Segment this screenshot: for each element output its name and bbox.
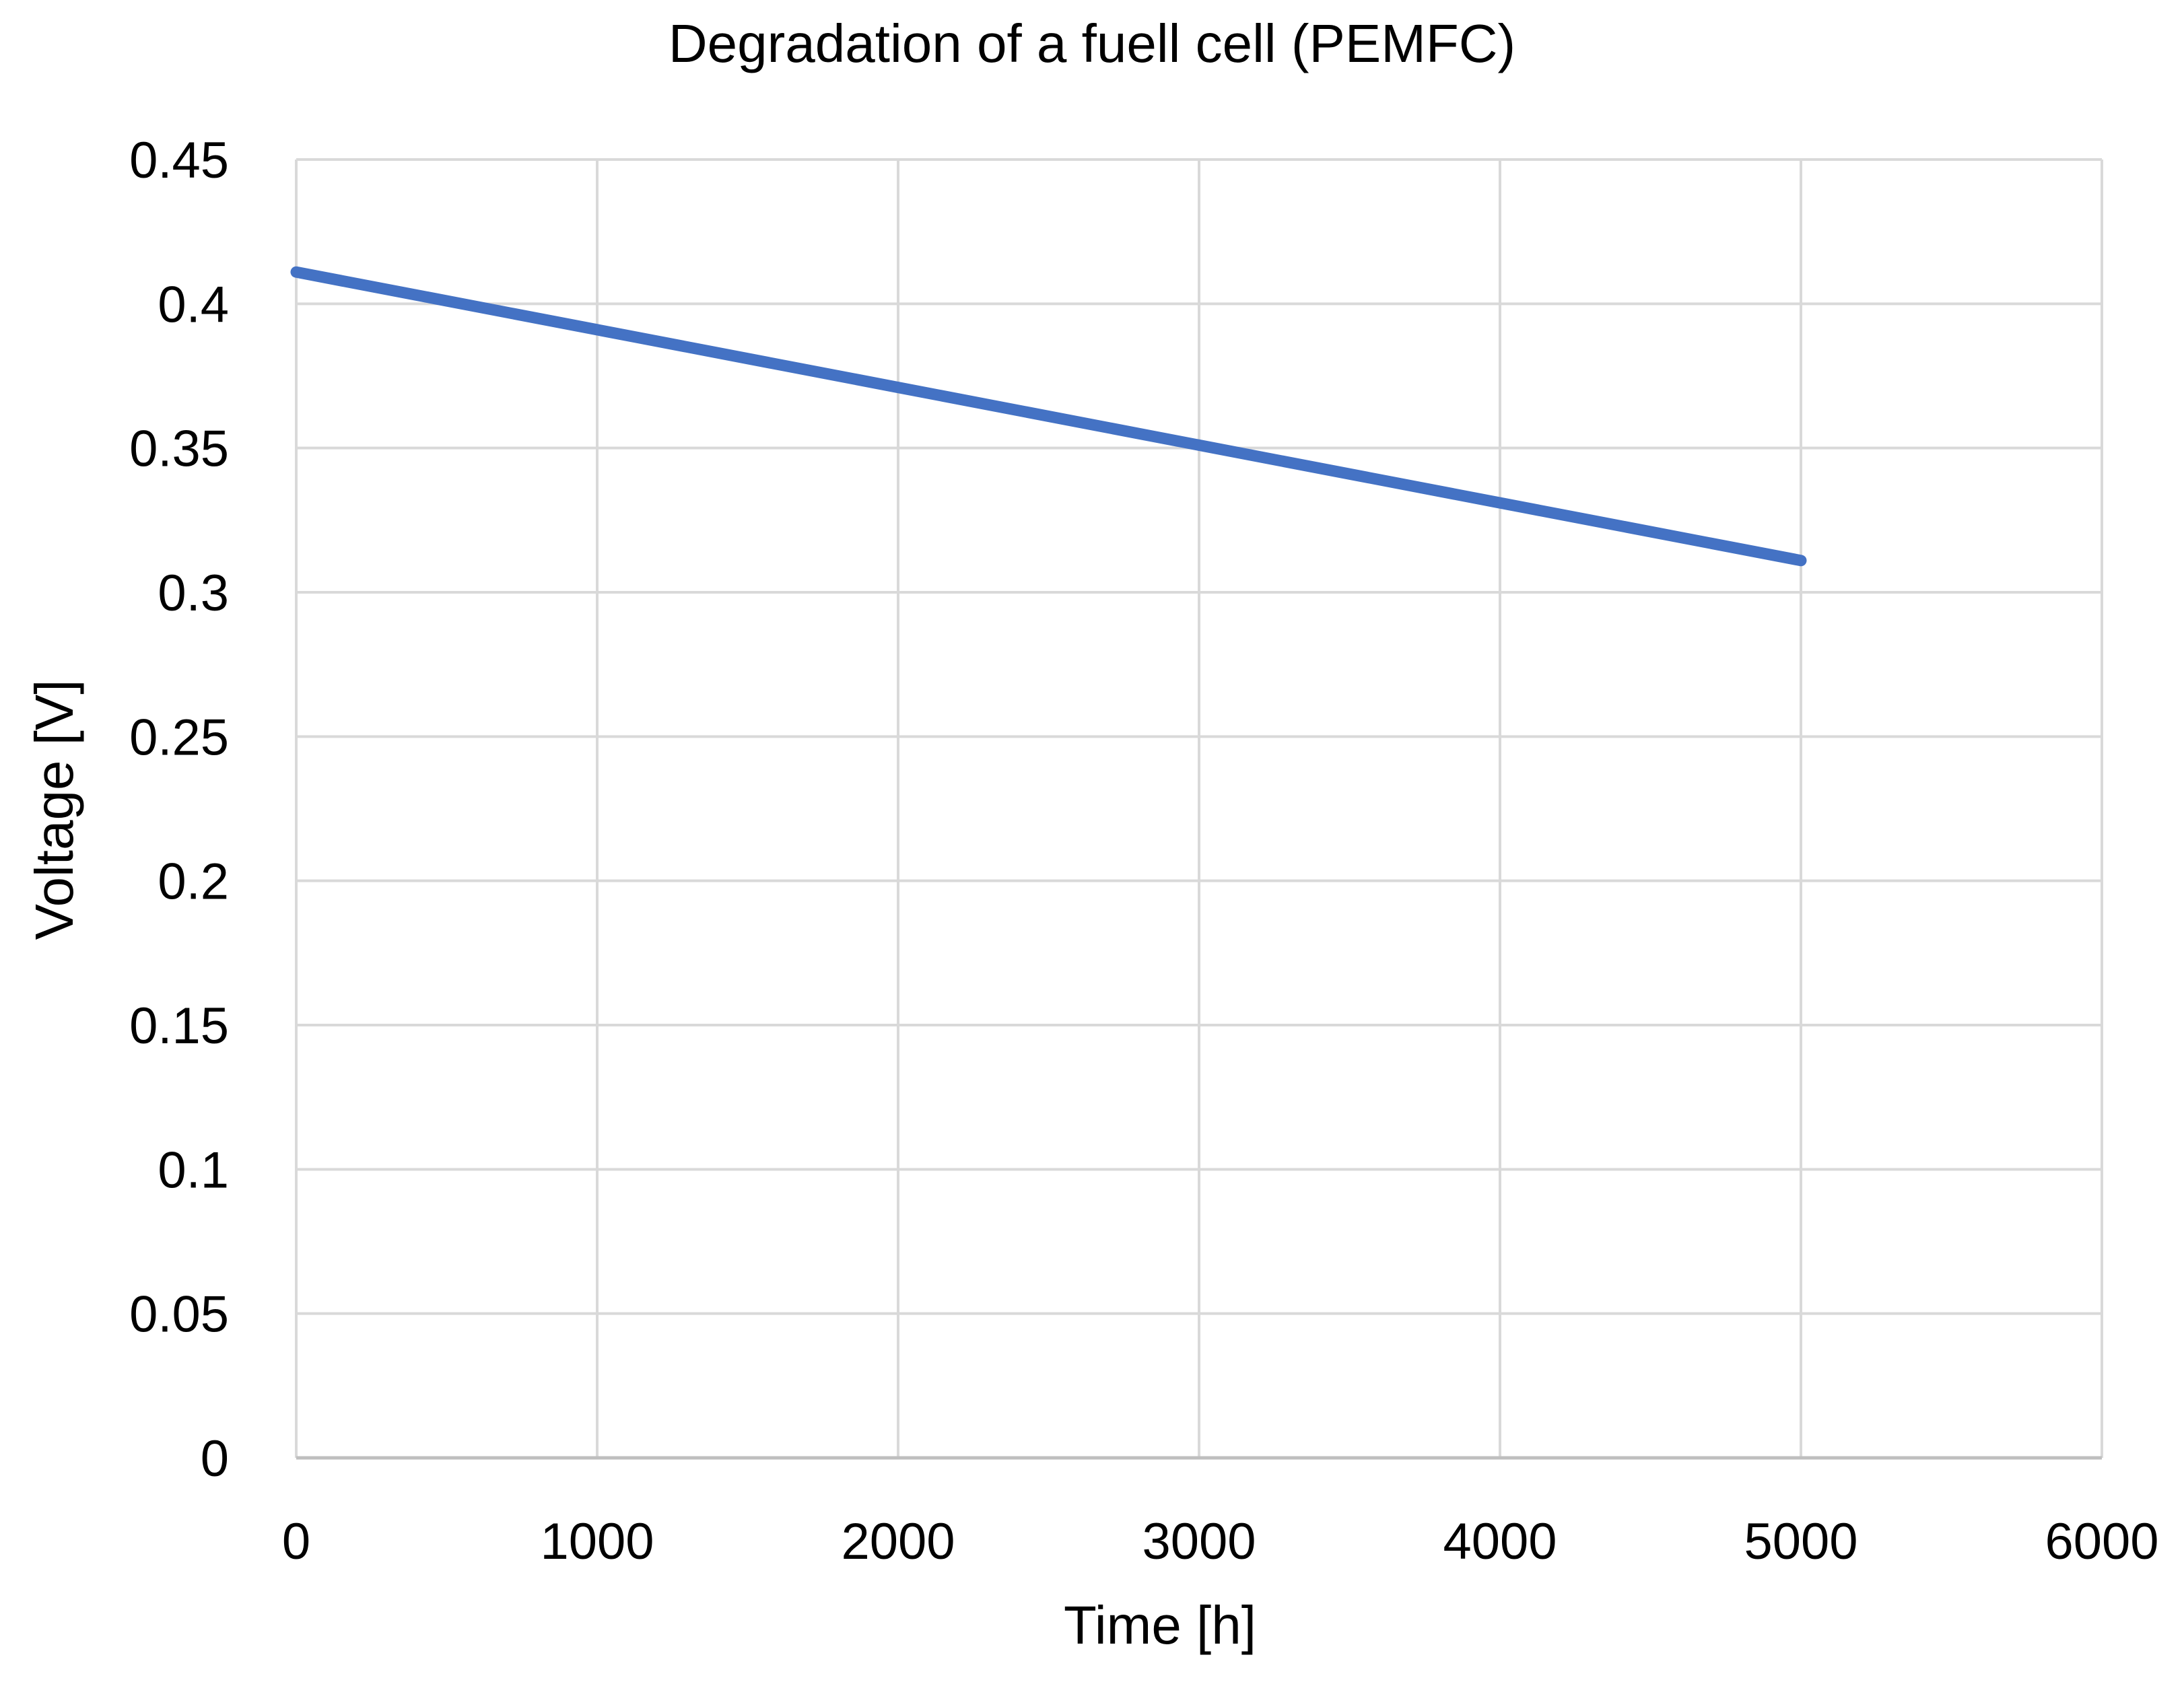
y-tick-label: 0.3 bbox=[158, 565, 229, 622]
y-tick-label: 0.15 bbox=[129, 997, 229, 1055]
y-tick-label: 0.05 bbox=[129, 1286, 229, 1343]
y-tick-labels: 0 0.05 0.1 0.15 0.2 0.25 0.3 0.35 0.4 0.45 bbox=[129, 132, 229, 1487]
x-tick-label: 2000 bbox=[841, 1513, 955, 1570]
chart-title: Degradation of a fuell cell (PEMFC) bbox=[669, 13, 1515, 73]
x-tick-label: 6000 bbox=[2045, 1513, 2158, 1570]
x-tick-label: 3000 bbox=[1142, 1513, 1256, 1570]
series-layer bbox=[290, 266, 1807, 567]
y-tick-label: 0.2 bbox=[158, 853, 229, 911]
y-tick-label: 0.1 bbox=[158, 1142, 229, 1199]
x-tick-labels: 0 1000 2000 3000 4000 5000 6000 bbox=[282, 1513, 2159, 1570]
y-axis-title: Voltage [V] bbox=[24, 680, 84, 940]
x-tick-label: 0 bbox=[282, 1513, 310, 1570]
x-tick-label: 1000 bbox=[540, 1513, 654, 1570]
y-tick-label: 0.35 bbox=[129, 421, 229, 478]
series-line bbox=[290, 266, 1807, 567]
x-tick-label: 4000 bbox=[1443, 1513, 1557, 1570]
gridlines bbox=[295, 158, 2103, 1458]
y-tick-label: 0.4 bbox=[158, 276, 229, 333]
y-tick-label: 0 bbox=[201, 1430, 229, 1487]
y-tick-label: 0.45 bbox=[129, 132, 229, 189]
x-tick-label: 5000 bbox=[1744, 1513, 1857, 1570]
y-tick-label: 0.25 bbox=[129, 709, 229, 766]
x-axis-title: Time [h] bbox=[1064, 1595, 1256, 1655]
